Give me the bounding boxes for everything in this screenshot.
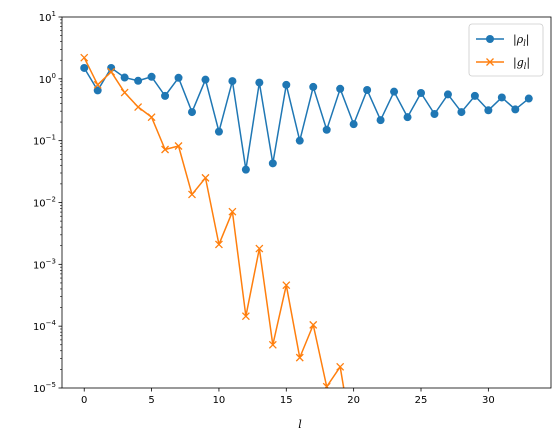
y-tick-label: 101 xyxy=(39,10,56,24)
data-point xyxy=(524,94,533,103)
data-point xyxy=(214,240,223,249)
legend-marker-g xyxy=(486,58,494,66)
data-point xyxy=(295,136,304,145)
x-tick-label: 10 xyxy=(213,395,226,406)
data-point xyxy=(417,89,426,98)
data-point xyxy=(187,108,196,117)
data-point xyxy=(201,173,210,182)
data-point xyxy=(282,80,291,89)
data-point xyxy=(268,159,277,168)
x-tick-label: 0 xyxy=(81,395,87,406)
data-point xyxy=(295,353,304,362)
data-point xyxy=(93,80,102,89)
series-layer xyxy=(80,53,533,388)
data-point xyxy=(147,72,156,81)
data-point xyxy=(336,84,345,93)
data-point xyxy=(107,67,116,76)
data-point xyxy=(107,63,116,72)
data-point xyxy=(349,120,358,129)
series-line xyxy=(83,67,530,171)
data-point xyxy=(80,53,89,62)
data-point xyxy=(228,207,237,216)
x-tick-label: 15 xyxy=(280,395,293,406)
data-point xyxy=(322,125,331,134)
data-point xyxy=(255,244,264,253)
y-tick-label: 10−4 xyxy=(33,319,57,333)
data-point xyxy=(390,87,399,96)
data-point xyxy=(484,106,493,115)
data-point xyxy=(174,142,183,150)
series-g xyxy=(80,53,345,388)
data-point xyxy=(309,82,318,91)
x-tick-label: 20 xyxy=(347,395,360,406)
legend-label-rho: |ρl| xyxy=(513,33,529,48)
data-point xyxy=(134,76,143,85)
x-tick-label: 5 xyxy=(148,395,154,406)
data-point xyxy=(134,103,143,111)
data-point xyxy=(403,113,412,122)
data-point xyxy=(214,127,223,136)
data-point xyxy=(430,109,439,118)
series-rho xyxy=(80,63,533,174)
data-point xyxy=(161,145,170,154)
data-point xyxy=(309,320,318,329)
x-axis-label: l xyxy=(298,418,302,431)
data-point xyxy=(497,93,506,102)
x-axis: 0 5 10 15 20 25 30 xyxy=(81,388,495,406)
data-point xyxy=(80,63,89,72)
data-point xyxy=(188,190,196,199)
data-point xyxy=(241,312,250,321)
y-axis: 10−5 10−4 10−3 10−2 10−1 100 101 xyxy=(33,10,62,395)
data-point xyxy=(376,116,385,125)
data-point xyxy=(93,86,102,95)
x-tick-label: 30 xyxy=(482,395,495,406)
data-point xyxy=(120,73,129,82)
data-point xyxy=(443,90,452,99)
data-point xyxy=(470,91,479,100)
data-point xyxy=(511,105,520,114)
legend-marker-rho xyxy=(486,35,494,43)
legend-entry-g: |gl| xyxy=(476,56,530,71)
data-point xyxy=(268,340,277,349)
y-tick-label: 10−2 xyxy=(33,196,56,210)
data-point xyxy=(282,281,291,290)
legend-entry-rho: |ρl| xyxy=(476,33,529,48)
legend-box xyxy=(468,23,544,77)
legend: |ρl| |gl| xyxy=(468,23,544,77)
data-point xyxy=(241,165,250,174)
data-point xyxy=(363,85,372,94)
data-point xyxy=(336,362,345,371)
x-tick-label: 25 xyxy=(415,395,428,406)
legend-label-g: |gl| xyxy=(513,56,530,71)
data-point xyxy=(147,113,156,122)
data-point xyxy=(457,108,466,117)
data-point xyxy=(174,73,183,82)
y-tick-label: 100 xyxy=(39,72,56,86)
y-tick-label: 10−1 xyxy=(33,134,56,148)
y-tick-label: 10−5 xyxy=(33,381,56,395)
data-point xyxy=(228,77,237,86)
data-point xyxy=(201,75,210,84)
data-point xyxy=(322,382,331,388)
y-tick-label: 10−3 xyxy=(33,257,56,271)
data-point xyxy=(255,78,264,87)
data-point xyxy=(120,88,129,97)
data-point xyxy=(161,91,170,100)
